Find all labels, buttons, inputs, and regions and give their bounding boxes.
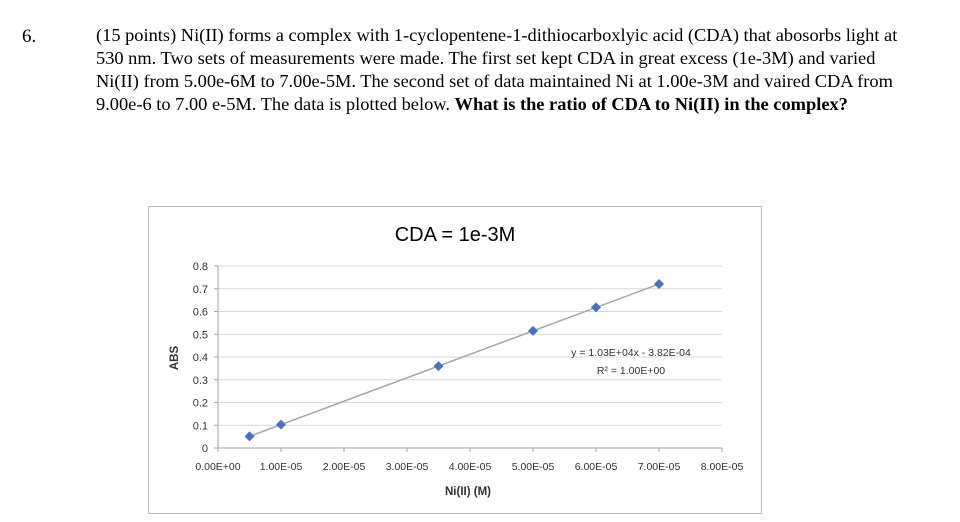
y-tick-label: 0.6: [193, 307, 208, 319]
y-tick-label: 0: [202, 443, 208, 455]
x-tick-label: 5.00E-05: [512, 461, 555, 473]
question-prompt: What is the ratio of CDA to Ni(II) in th…: [454, 94, 848, 114]
data-points: [244, 278, 664, 442]
question-number: 6.: [22, 26, 37, 47]
y-tick-label: 0.4: [193, 352, 208, 364]
trendline-r-squared: R² = 1.00E+00: [597, 365, 665, 377]
trendline-layer: [249, 283, 660, 438]
y-tick-label: 0.3: [193, 375, 208, 387]
data-point: [433, 361, 444, 372]
tick-labels: 0 0.1 0.2 0.3 0.4 0.5 0.6 0.7 0.8 0.00E+00 1.00E-0…: [193, 261, 744, 473]
data-point: [591, 302, 601, 313]
data-point: [528, 325, 538, 336]
question-text: (15 points) Ni(II) forms a complex with …: [96, 24, 916, 116]
chart-title: CDA = 1e-3M: [395, 224, 516, 246]
x-tick-label: 1.00E-05: [260, 461, 303, 473]
x-tick-label: 6.00E-05: [575, 461, 618, 473]
x-tick-label: 2.00E-05: [323, 461, 366, 473]
x-tick-label: 3.00E-05: [386, 461, 429, 473]
y-tick-label: 0.1: [193, 420, 208, 432]
y-tick-label: 0.5: [193, 329, 208, 341]
trendline-equation: y = 1.03E+04x - 3.82E-04: [571, 347, 691, 359]
x-axis-label: Ni(II) (M): [445, 486, 491, 498]
x-tick-label: 4.00E-05: [449, 461, 492, 473]
data-point: [276, 419, 286, 430]
y-tick-label: 0.2: [193, 398, 208, 410]
y-axis-label: ABS: [169, 346, 181, 371]
x-tick-label: 0.00E+00: [195, 461, 240, 473]
axes: [214, 265, 723, 452]
data-point: [654, 278, 664, 289]
trendline: [249, 283, 660, 438]
x-tick-label: 7.00E-05: [638, 461, 681, 473]
question-body: (15 points) Ni(II) forms a complex with …: [96, 25, 898, 114]
grid-lines: [218, 265, 722, 426]
y-tick-label: 0.8: [193, 261, 208, 273]
x-tick-label: 8.00E-05: [701, 461, 744, 473]
data-point: [244, 431, 255, 442]
y-tick-label: 0.7: [193, 284, 208, 296]
